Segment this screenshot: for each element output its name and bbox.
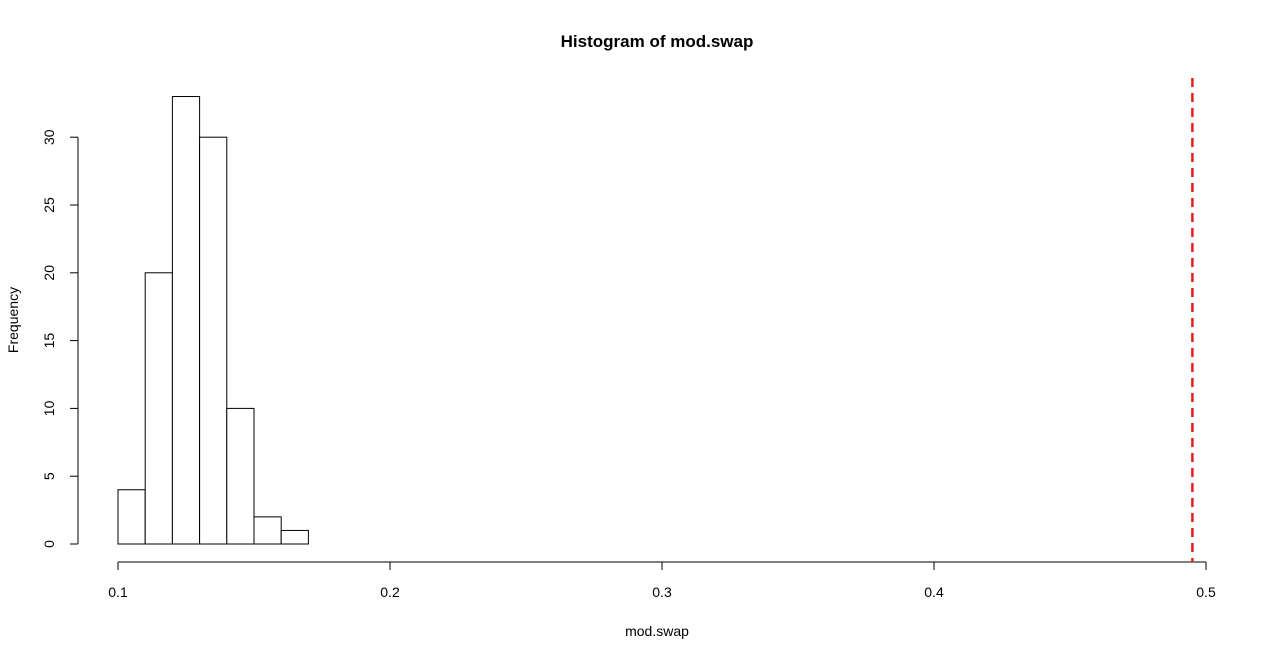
histogram-bar	[199, 136, 228, 545]
histogram-bar	[280, 529, 309, 545]
y-tick-label: 0	[41, 540, 57, 548]
x-axis-label: mod.swap	[625, 623, 689, 639]
histogram-bars	[117, 96, 309, 545]
x-tick-label: 0.5	[1196, 584, 1216, 600]
y-tick-label: 20	[41, 265, 57, 281]
x-tick-label: 0.3	[652, 584, 672, 600]
y-axis-label: Frequency	[5, 287, 21, 353]
y-tick-label: 30	[41, 129, 57, 145]
y-tick-label: 10	[41, 400, 57, 416]
histogram-bar	[117, 489, 146, 545]
x-axis-ticks: 0.1 0.2 0.3 0.4 0.5	[108, 562, 1216, 600]
y-tick-label: 15	[41, 333, 57, 349]
histogram-bar	[226, 407, 255, 545]
x-tick-label: 0.1	[108, 584, 128, 600]
y-tick-label: 25	[41, 197, 57, 213]
y-axis-ticks: 0 5 10 15 20 25 30	[41, 129, 78, 548]
chart-title: Histogram of mod.swap	[561, 32, 754, 51]
x-tick-label: 0.2	[380, 584, 400, 600]
histogram-bar	[253, 516, 282, 545]
histogram-bar	[171, 96, 201, 545]
x-tick-label: 0.4	[924, 584, 944, 600]
histogram-bar	[144, 272, 173, 545]
y-tick-label: 5	[41, 472, 57, 480]
